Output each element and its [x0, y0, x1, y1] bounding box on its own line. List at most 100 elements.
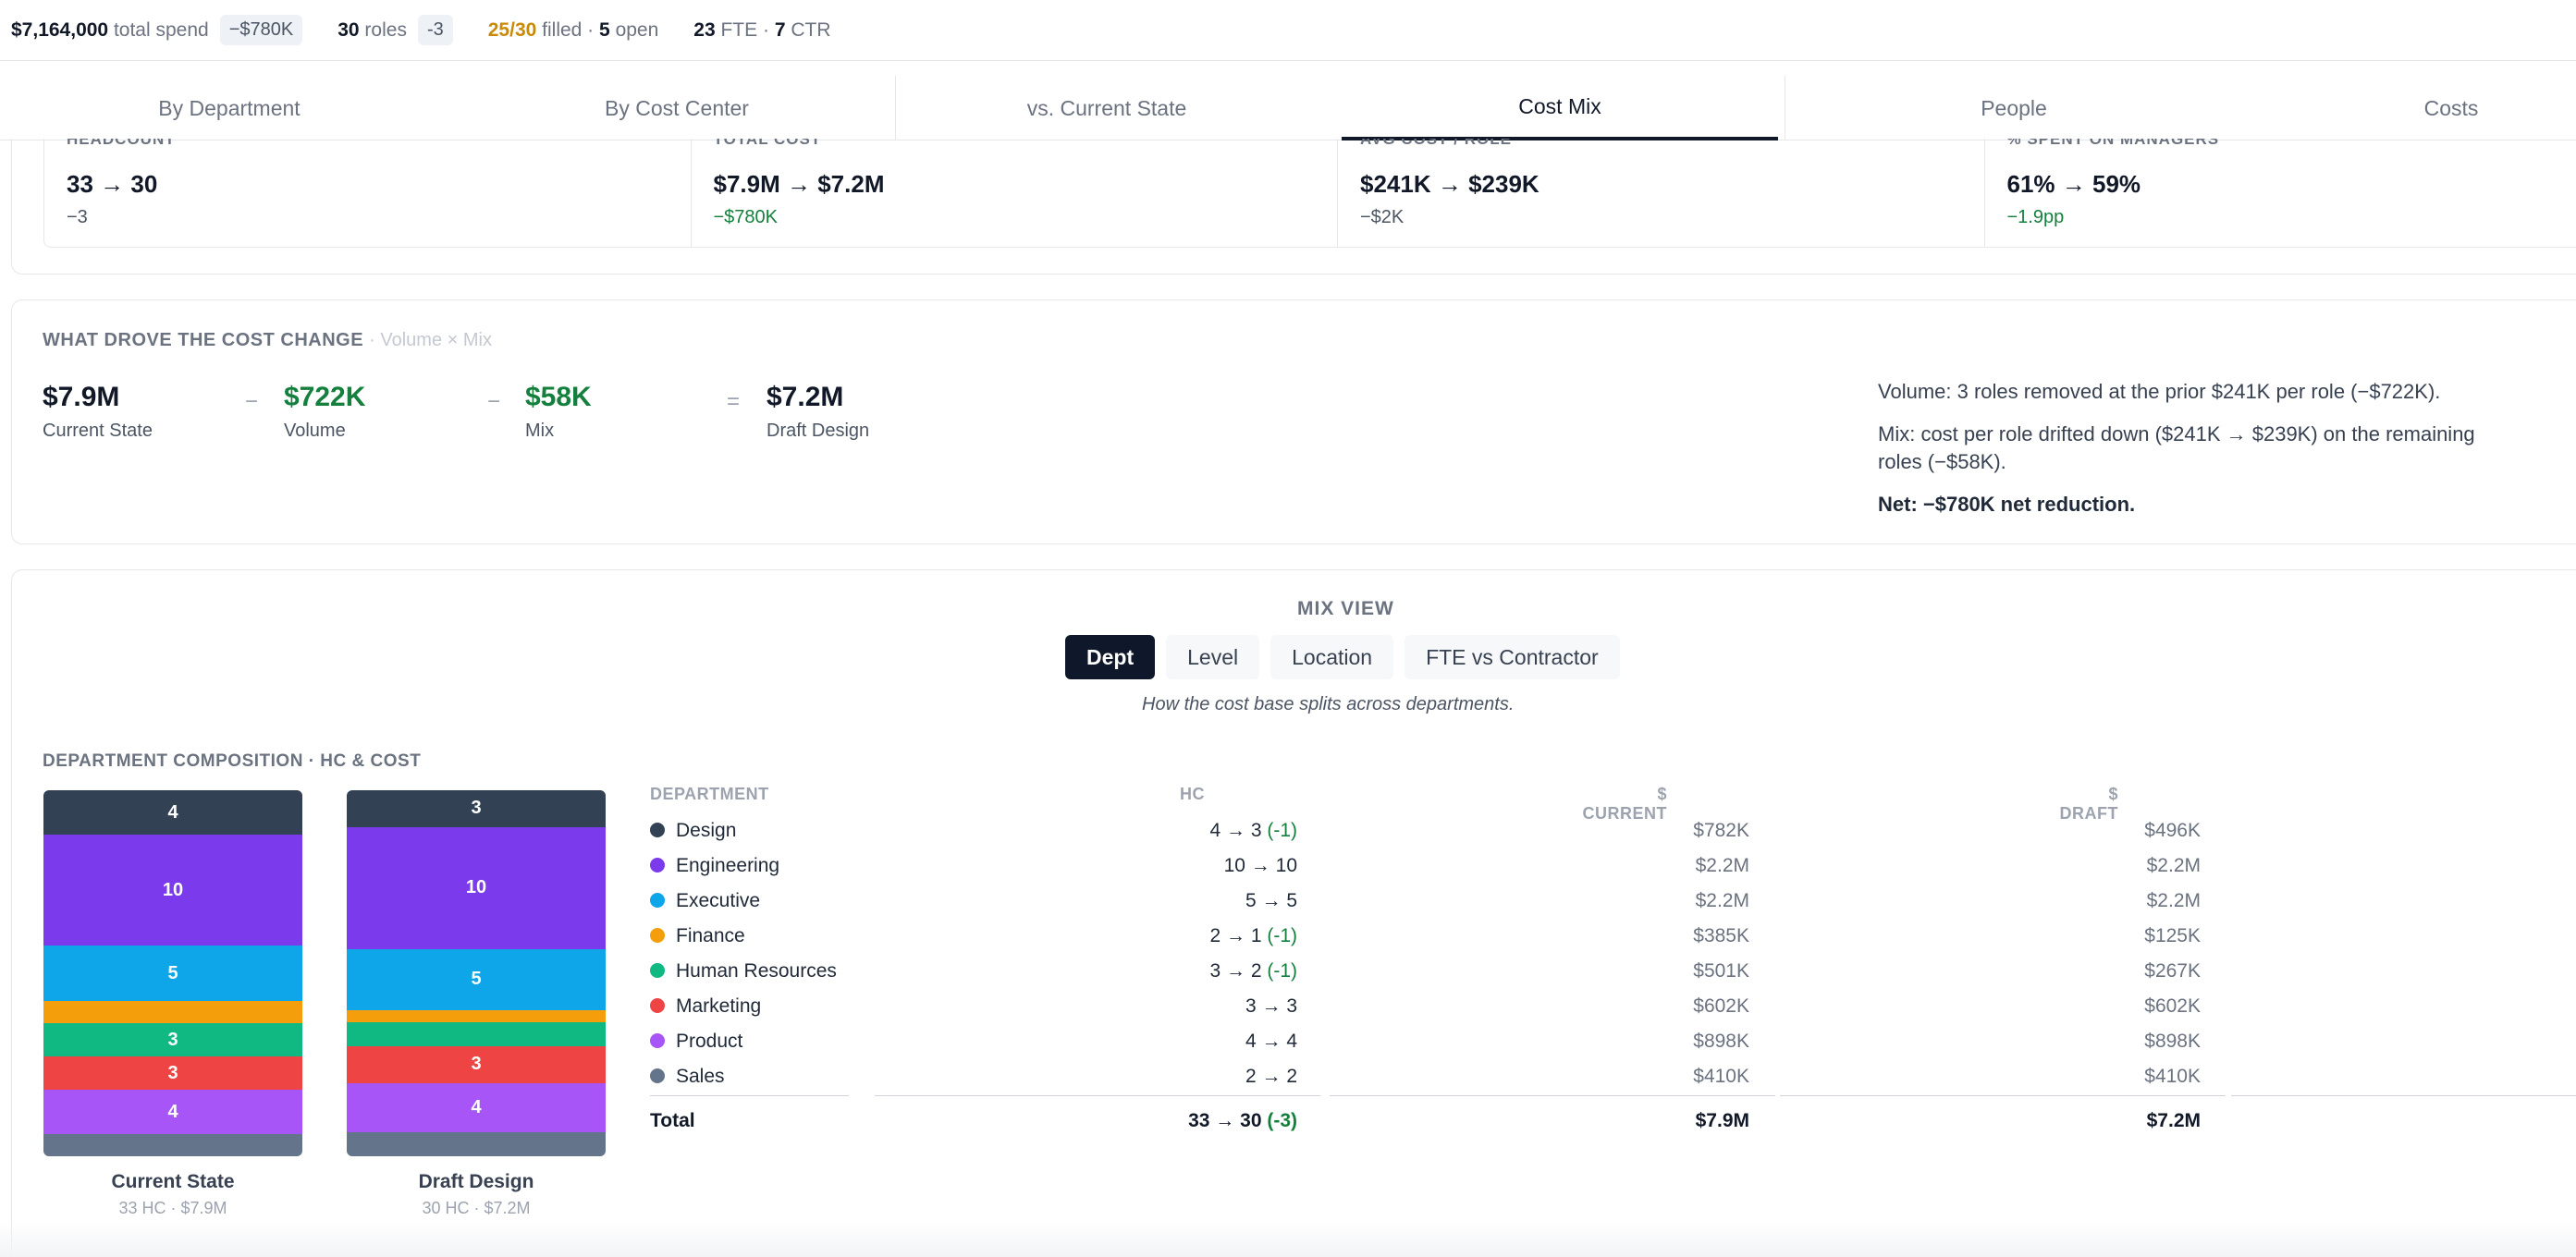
kpi-delta: −$2K: [1360, 207, 1405, 227]
hc-change: 3 → 3: [1245, 995, 1297, 1017]
mix-dept-button[interactable]: Dept: [1065, 635, 1156, 679]
cost-change-subtitle: · Volume × Mix: [369, 330, 492, 350]
hc-cell: 5 → 5: [1245, 890, 1297, 912]
department-cell: Marketing: [650, 995, 761, 1018]
table-row[interactable]: Product 4 → 4 $898K $898K: [650, 1023, 2576, 1058]
bar-segment-product: 4: [43, 1090, 302, 1134]
header-department: DEPARTMENT: [650, 785, 769, 803]
department-cell: Human Resources: [650, 960, 837, 982]
hc-cell: 2 → 2: [1245, 1066, 1297, 1088]
hc-cell: 33 → 30 (-3): [1188, 1110, 1297, 1132]
bottom-fade: [0, 1222, 2576, 1257]
department-color-dot: [650, 1033, 665, 1048]
bar-segment-label: 5: [471, 969, 482, 990]
department-name: Product: [676, 1031, 743, 1052]
mix-note: Mix: cost per role drifted down ($241K →…: [1878, 422, 2475, 473]
draft-cost-cell: $496K: [2144, 820, 2201, 841]
hc-cell: 3 → 2 (-1): [1209, 960, 1297, 982]
kpi-avg-cost: AVG COST / ROLE $241K → $239K −$2K: [1338, 139, 1985, 248]
draft-cost-cell: $7.2M: [2146, 1110, 2201, 1131]
department-color-dot: [650, 998, 665, 1013]
filled-value: 25/30: [487, 18, 537, 41]
tab-by-cost-center[interactable]: By Cost Center: [605, 95, 749, 120]
kpi-value: $241K → $239K: [1360, 170, 1539, 198]
cost-change-card: WHAT DROVE THE COST CHANGE · Volume × Mi…: [11, 299, 2576, 544]
bar-segment-marketing: 3: [43, 1056, 302, 1090]
department-cell: Sales: [650, 1066, 725, 1088]
current-state-total: $7.9M Current State: [43, 382, 153, 442]
table-row[interactable]: Engineering 10 → 10 $2.2M $2.2M: [650, 848, 2576, 883]
table-row[interactable]: Design 4 → 3 (-1) $782K $496K: [650, 812, 2576, 848]
table-row[interactable]: Finance 2 → 1 (-1) $385K $125K: [650, 918, 2576, 953]
draft-cost-cell: $602K: [2144, 995, 2201, 1017]
draft-cost-cell: $267K: [2144, 960, 2201, 982]
department-name: Design: [676, 820, 737, 841]
header-draft-text: $ DRAFT: [2059, 785, 2118, 823]
total-spend-label: total spend: [113, 18, 209, 41]
tab-people[interactable]: People: [1981, 95, 2047, 120]
bar-segment-design: 4: [43, 790, 302, 835]
kpi-delta: −3: [67, 207, 88, 227]
department-name: Marketing: [676, 995, 762, 1017]
hc-change: 2 → 2: [1245, 1066, 1297, 1087]
current-cost-cell: $898K: [1693, 1031, 1749, 1052]
volume-label: Volume: [284, 421, 346, 441]
bar-segment-design: 3: [347, 790, 606, 827]
mix-fte-contractor-button[interactable]: FTE vs Contractor: [1405, 635, 1620, 679]
ctr-label: CTR: [791, 18, 831, 41]
current-state-stacked-bar: 4 10 5 3 3 4: [43, 790, 302, 1156]
total-divider: [2231, 1095, 2576, 1096]
tab-cost-mix[interactable]: Cost Mix: [1342, 76, 1778, 140]
current-cost-cell: $7.9M: [1695, 1110, 1749, 1131]
bar-segment-finance: [347, 1009, 606, 1022]
department-name: Total: [650, 1110, 695, 1131]
filled-label: filled ·: [542, 18, 595, 41]
volume-driver: $722K Volume: [284, 382, 365, 442]
mix-level-button[interactable]: Level: [1166, 635, 1260, 679]
kpi-total-cost: TOTAL COST $7.9M → $7.2M −$780K: [692, 139, 1338, 248]
department-cell: Design: [650, 820, 736, 842]
open-label: open: [615, 18, 659, 41]
bar-segment-label: 4: [167, 1101, 178, 1122]
current-cost-cell: $410K: [1693, 1066, 1749, 1087]
tab-costs[interactable]: Costs: [2423, 95, 2479, 120]
tab-by-department[interactable]: By Department: [158, 95, 301, 120]
mix-caption: How the cost base splits across departme…: [1142, 694, 1515, 714]
equals-operator: =: [727, 389, 741, 414]
bar-segment-finance: [43, 1001, 302, 1023]
hc-cell: 10 → 10: [1224, 855, 1297, 877]
kpi-value: $7.9M → $7.2M: [713, 170, 885, 198]
net-note: Net: −$780K net reduction.: [1878, 493, 2136, 516]
summary-bar: $7,164,000 total spend −$780K 30 roles -…: [0, 0, 2576, 61]
department-color-dot: [650, 858, 665, 873]
tab-vs-current-state[interactable]: vs. Current State: [1026, 95, 1187, 120]
department-name: Human Resources: [676, 960, 837, 982]
department-cell: Engineering: [650, 855, 779, 877]
fte-summary: 23 FTE · 7 CTR: [693, 19, 830, 42]
hc-delta: (-1): [1261, 925, 1297, 946]
table-row[interactable]: Human Resources 3 → 2 (-1) $501K $267K: [650, 953, 2576, 988]
mix-value: $58K: [525, 382, 592, 412]
hc-cell: 3 → 3: [1245, 995, 1297, 1018]
kpi-headcount: HEADCOUNT 33 → 30 −3: [44, 139, 692, 248]
table-row[interactable]: Sales 2 → 2 $410K $410K: [650, 1058, 2576, 1093]
department-name: Finance: [676, 925, 745, 946]
table-row[interactable]: Executive 5 → 5 $2.2M $2.2M: [650, 883, 2576, 918]
department-cell: Product: [650, 1031, 742, 1053]
minus-operator: −: [245, 389, 259, 414]
bar-segment-label: 5: [167, 962, 178, 983]
bar-segment-label: 3: [167, 1062, 178, 1083]
mix-location-button[interactable]: Location: [1270, 635, 1394, 679]
bar-segment-sales: [43, 1134, 302, 1156]
current-state-bar-label: Current State: [111, 1171, 235, 1192]
kpi-manager-spend: % SPENT ON MANAGERS 61% → 59% −1.9pp: [1985, 139, 2576, 248]
table-row[interactable]: Marketing 3 → 3 $602K $602K: [650, 988, 2576, 1023]
bar-segment-sales: [347, 1131, 606, 1156]
total-spend-summary: $7,164,000 total spend −$780K: [11, 15, 303, 45]
kpi-delta: −$780K: [713, 207, 779, 227]
mix-view-card: MIX VIEW Dept Level Location FTE vs Cont…: [11, 569, 2576, 1257]
current-cost-cell: $501K: [1693, 960, 1749, 982]
kpi-label: % SPENT ON MANAGERS: [2006, 139, 2220, 148]
open-value: 5: [599, 18, 610, 41]
mix-driver: $58K Mix: [525, 382, 592, 442]
